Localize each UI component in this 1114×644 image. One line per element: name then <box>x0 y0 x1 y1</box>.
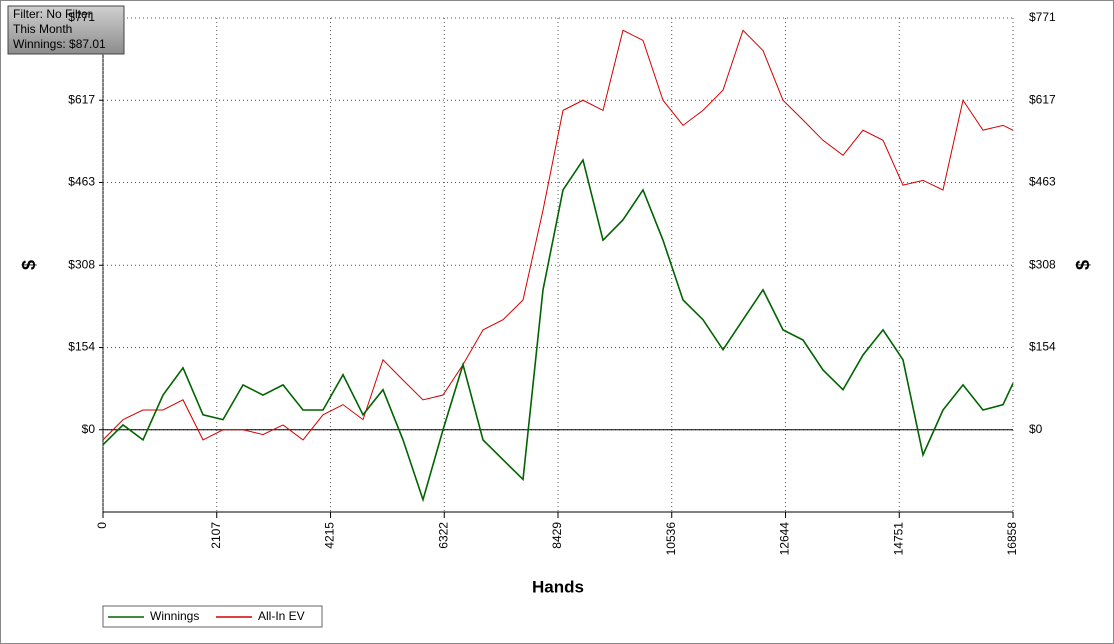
legend-label: Winnings <box>150 609 199 623</box>
y2-tick-label: $771 <box>1029 10 1056 24</box>
y2-tick-label: $617 <box>1029 92 1056 106</box>
x-tick-label: 16858 <box>1005 522 1019 556</box>
legend-label: All-In EV <box>258 609 305 623</box>
y-tick-label: $308 <box>68 257 95 271</box>
y2-tick-label: $154 <box>1029 340 1056 354</box>
x-tick-label: 2107 <box>209 522 223 549</box>
y-tick-label: $463 <box>68 175 95 189</box>
x-tick-label: 4215 <box>323 522 337 549</box>
legend <box>102 605 323 628</box>
info-box <box>7 5 125 55</box>
y2-axis-label: $ <box>1073 260 1093 270</box>
y-axis-label: $ <box>19 260 39 270</box>
y2-tick-label: $463 <box>1029 175 1056 189</box>
x-tick-label: 8429 <box>550 522 564 549</box>
info-filter: Filter: No Filter <box>13 7 92 21</box>
x-tick-label: 10536 <box>664 522 678 556</box>
x-tick-label: 0 <box>95 522 109 529</box>
y-tick-label: $771 <box>68 10 95 24</box>
y2-tick-label: $0 <box>1029 422 1043 436</box>
series-line <box>102 29 1014 441</box>
x-tick-label: 14751 <box>891 522 905 556</box>
x-tick-label: 12644 <box>778 522 792 556</box>
y2-tick-label: $308 <box>1029 257 1056 271</box>
info-winnings: Winnings: $87.01 <box>13 37 106 51</box>
x-axis-label: Hands <box>532 577 584 596</box>
series-line <box>102 158 1014 503</box>
y-tick-label: $154 <box>68 340 95 354</box>
info-period: This Month <box>13 22 72 36</box>
y-tick-label: $617 <box>68 92 95 106</box>
x-tick-label: 6322 <box>436 522 450 549</box>
y-tick-label: $0 <box>82 422 96 436</box>
